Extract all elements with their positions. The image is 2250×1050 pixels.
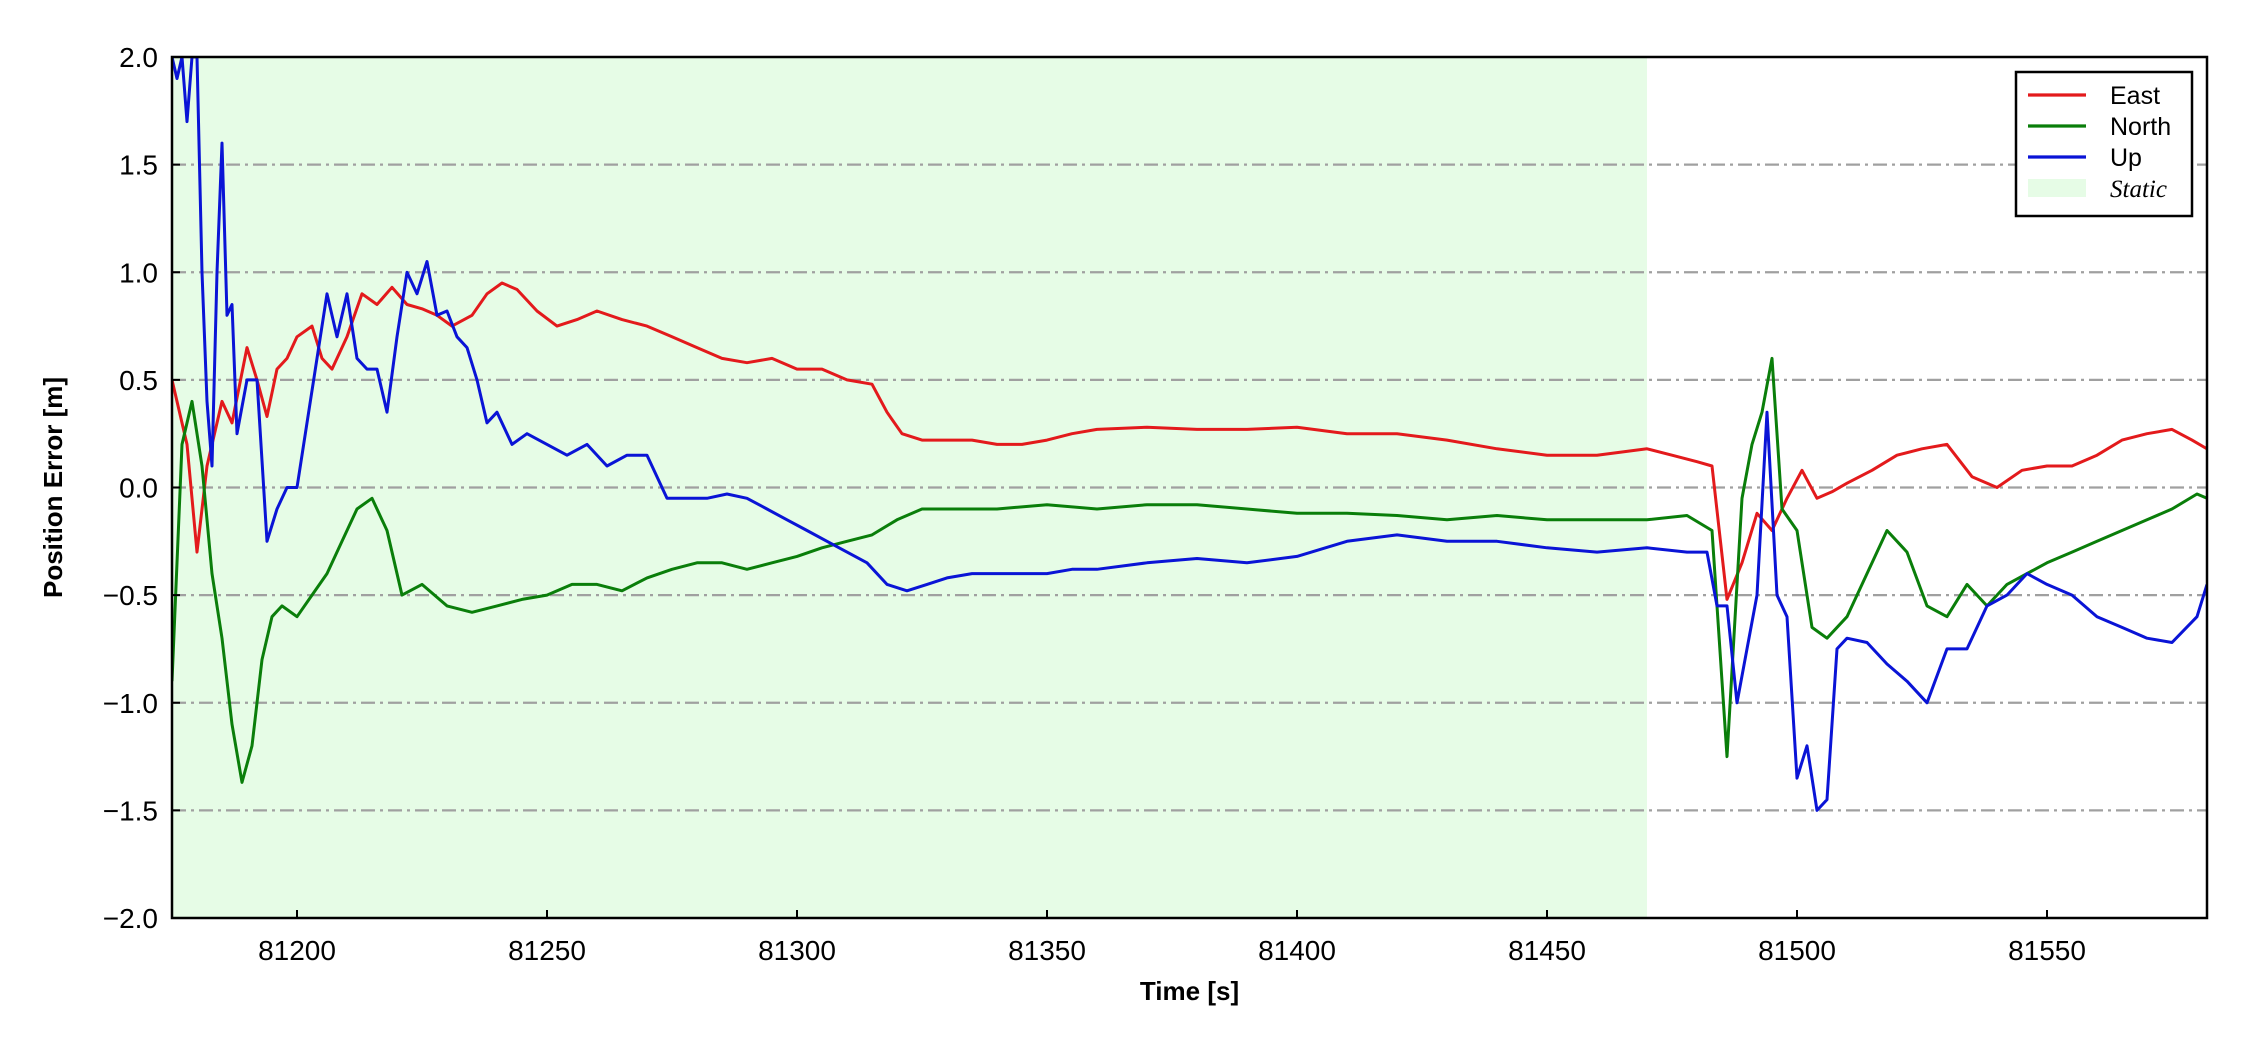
x-axis-title: Time [s] (1140, 976, 1239, 1006)
legend-label-up: Up (2110, 144, 2142, 172)
legend-label-north: North (2110, 113, 2171, 141)
series-lines (172, 57, 2207, 812)
y-tick-label: −1.0 (103, 688, 158, 719)
x-tick-label: 81350 (1008, 935, 1086, 966)
y-tick-label: 1.5 (119, 150, 158, 181)
x-tick-label: 81200 (258, 935, 336, 966)
y-tick-label: 0.5 (119, 365, 158, 396)
x-tick-label: 81300 (758, 935, 836, 966)
y-axis-ticks: −2.0 −1.5 −1.0 −0.5 0.0 0.5 1.0 1.5 2.0 (103, 42, 180, 934)
legend: East North Up Static (2014, 70, 2194, 218)
y-axis-title: Position Error [m] (38, 377, 68, 598)
series-line-up (172, 57, 2207, 812)
y-tick-label: 2.0 (119, 42, 158, 73)
legend-label-static: Static (2110, 176, 2167, 203)
y-tick-label: −0.5 (103, 580, 158, 611)
x-tick-label: 81250 (508, 935, 586, 966)
series-line-east (172, 281, 2207, 601)
series-line-north (172, 356, 2207, 784)
y-tick-label: −2.0 (103, 903, 158, 934)
x-tick-label: 81400 (1258, 935, 1336, 966)
legend-swatch-static (2028, 179, 2086, 197)
y-tick-label: −1.5 (103, 795, 158, 826)
y-tick-label: 1.0 (119, 257, 158, 288)
x-tick-label: 81500 (1758, 935, 1836, 966)
legend-label-east: East (2110, 82, 2160, 110)
y-tick-label: 0.0 (119, 473, 158, 504)
x-tick-label: 81550 (2008, 935, 2086, 966)
y-gridlines (172, 163, 2207, 812)
x-tick-label: 81450 (1508, 935, 1586, 966)
x-axis-ticks: 81200 81250 81300 81350 81400 81450 81500 81550 (258, 910, 2086, 966)
